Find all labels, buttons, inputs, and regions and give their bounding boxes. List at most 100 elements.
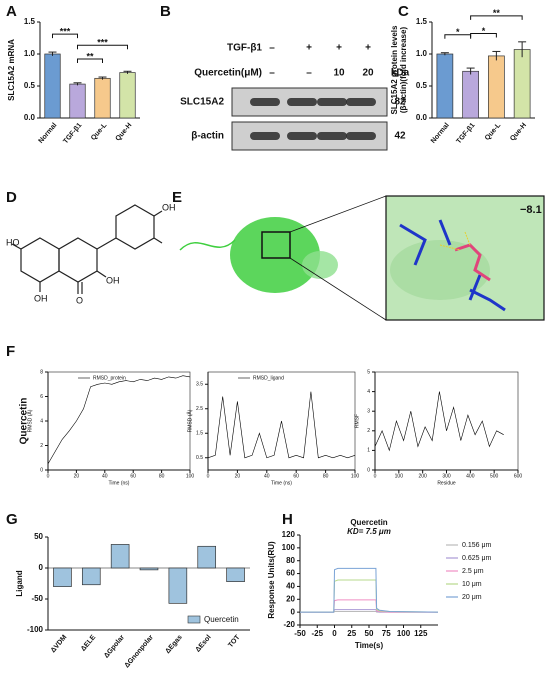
y-tick-label: 0.5: [416, 81, 428, 90]
y-axis-label: (β-actin)(fold increase): [399, 27, 408, 114]
line-series: [300, 599, 438, 613]
legend-label: 2.5 μm: [462, 568, 484, 575]
y-tick-label: 120: [282, 530, 296, 539]
y-tick-label: 1.5: [24, 17, 36, 26]
y-tick-label: 3.5: [196, 382, 203, 388]
significance-label: ***: [97, 38, 108, 48]
y-tick-label: 60: [286, 569, 295, 578]
plot-frame: [47, 371, 191, 471]
line-series: [207, 391, 356, 459]
significance-label: **: [493, 8, 501, 18]
x-tick-label: ΔVDM: [50, 634, 69, 654]
x-tick-label: 0: [207, 473, 210, 479]
legend-label: 0.156 μm: [462, 542, 491, 549]
x-tick-label: 300: [442, 473, 451, 479]
x-tick-label: 200: [418, 473, 427, 479]
protein-cartoon: [179, 195, 387, 321]
lane-mark: +: [336, 43, 342, 54]
panel-letter: B: [160, 3, 171, 20]
atom-label: OH: [106, 275, 120, 285]
significance-label: *: [482, 26, 486, 36]
y-tick-label: 0.5: [24, 81, 36, 90]
y-axis-label: SLC15A2 mRNA: [7, 39, 16, 101]
x-tick-label: 20: [235, 473, 241, 479]
y-tick-label: 2: [367, 428, 370, 434]
y-tick-label: 6: [40, 394, 43, 400]
x-tick-label: 0: [374, 473, 377, 479]
lane-mark: –: [269, 68, 275, 79]
x-tick-label: 100: [351, 473, 360, 479]
y-tick-label: 0: [39, 563, 44, 572]
y-tick-label: 1.5: [416, 17, 428, 26]
x-tick-label: 75: [382, 629, 391, 638]
x-tick-label: 40: [102, 473, 108, 479]
x-tick-label: 500: [490, 473, 499, 479]
bar: [69, 83, 86, 119]
panel-letter: E: [172, 189, 182, 206]
x-axis-label: Time(s): [355, 641, 384, 650]
x-axis-label: Time (ns): [109, 480, 130, 486]
y-tick-label: 0: [291, 607, 296, 616]
bar: [226, 567, 245, 582]
bar: [44, 53, 61, 119]
x-tick-label: Que-L: [90, 121, 109, 142]
x-axis-label: Time (ns): [271, 480, 292, 486]
y-axis-label: RMSD (Å): [186, 409, 193, 432]
blot-band: [346, 132, 376, 140]
legend-label: RMSD_protein: [93, 375, 126, 381]
y-tick-label: 20: [286, 594, 295, 603]
x-tick-label: 400: [466, 473, 475, 479]
x-tick-label: -50: [294, 629, 306, 638]
y-axis-label: RMSD (Å): [26, 409, 33, 432]
bar: [110, 544, 130, 569]
y-tick-label: 4: [367, 389, 370, 395]
y-tick-label: 1.0: [416, 49, 428, 58]
legend-label: Quercetin: [204, 615, 239, 624]
x-tick-label: ΔELE: [80, 634, 98, 653]
lane-mark: 10: [333, 68, 345, 79]
atom-label: HO: [6, 237, 20, 247]
bar: [513, 49, 531, 119]
legend-label: 10 μm: [462, 581, 482, 588]
panel-letter: D: [6, 189, 17, 206]
y-tick-label: 0: [40, 467, 43, 473]
x-tick-label: 20: [74, 473, 80, 479]
x-tick-label: 100: [397, 629, 411, 638]
x-axis-label: Residue: [437, 480, 456, 486]
y-tick-label: 8: [40, 369, 43, 375]
y-axis-label: RMSF: [354, 414, 360, 428]
chart-title: Quercetin: [350, 518, 387, 527]
x-tick-label: 600: [514, 473, 523, 479]
docking-score: −8.1: [520, 204, 542, 216]
y-tick-label: -20: [283, 620, 295, 629]
y-tick-label: 5: [367, 369, 370, 375]
band-name: SLC15A2: [180, 97, 224, 108]
bar: [119, 72, 136, 119]
x-tick-label: 80: [323, 473, 329, 479]
x-tick-label: ΔGpolar: [103, 634, 126, 660]
x-tick-label: 0: [332, 629, 337, 638]
blot-band: [317, 98, 347, 106]
y-tick-label: -50: [31, 594, 43, 603]
bar: [81, 567, 101, 586]
x-tick-label: ΔGnonpolar: [124, 634, 156, 670]
significance-bracket: [470, 15, 523, 20]
bar: [197, 545, 217, 569]
bar: [488, 55, 505, 119]
x-tick-label: Que-L: [484, 121, 503, 142]
significance-bracket: [52, 33, 78, 39]
x-tick-label: -25: [311, 629, 323, 638]
significance-bracket: [470, 32, 497, 38]
atom-label: OH: [162, 202, 176, 212]
x-tick-label: ΔEgas: [164, 634, 183, 655]
blot-band: [287, 132, 317, 140]
y-tick-label: 0: [367, 467, 370, 473]
y-tick-label: 40: [286, 582, 295, 591]
significance-bracket: [77, 44, 128, 50]
y-tick-label: 1.5: [196, 431, 203, 437]
panel-letter: H: [282, 511, 293, 528]
y-tick-label: 100: [282, 543, 296, 552]
lane-mark: +: [306, 43, 312, 54]
line-series: [300, 579, 439, 613]
x-tick-label: ΔEsol: [195, 634, 213, 654]
